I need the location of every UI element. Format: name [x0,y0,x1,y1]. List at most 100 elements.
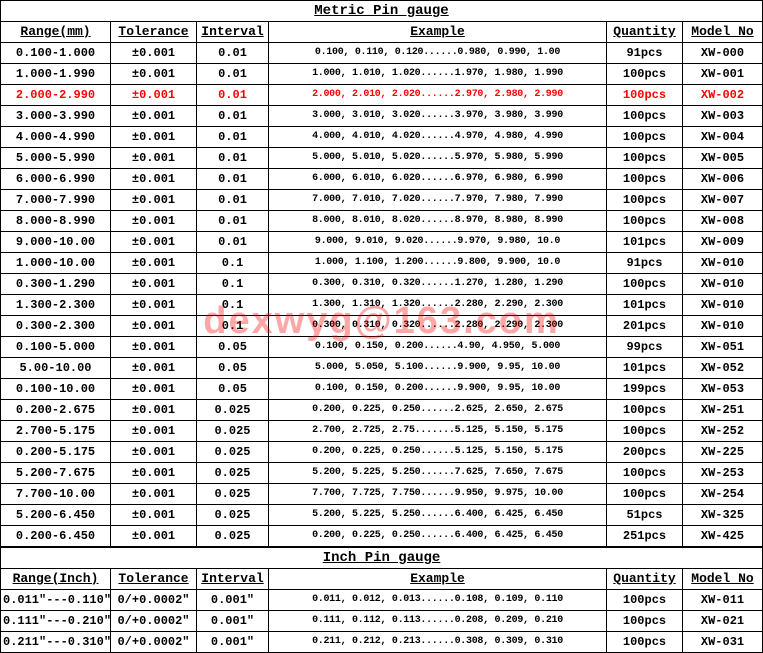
tolerance-cell: ±0.001 [111,190,197,211]
range-cell: 0.200-6.450 [1,526,111,547]
example-cell: 3.000, 3.010, 3.020......3.970, 3.980, 3… [269,106,607,127]
example-cell: 0.300, 0.310, 0.320......2.280, 2.290, 2… [269,316,607,337]
example-cell: 2.700, 2.725, 2.75.......5.125, 5.150, 5… [269,421,607,442]
quantity-cell: 51pcs [606,505,682,526]
tolerance-cell: ±0.001 [111,526,197,547]
example-cell: 0.211, 0.212, 0.213......0.308, 0.309, 0… [269,632,607,653]
col-quantity: Quantity [606,22,682,43]
model-cell: XW-010 [682,295,762,316]
tolerance-cell: ±0.001 [111,316,197,337]
model-cell: XW-052 [682,358,762,379]
model-cell: XW-425 [682,526,762,547]
table-row: 7.000-7.990±0.0010.017.000, 7.010, 7.020… [1,190,763,211]
example-cell: 2.000, 2.010, 2.020......2.970, 2.980, 2… [269,85,607,106]
tolerance-cell: ±0.001 [111,379,197,400]
quantity-cell: 101pcs [606,295,682,316]
model-cell: XW-002 [682,85,762,106]
model-cell: XW-010 [682,316,762,337]
quantity-cell: 199pcs [606,379,682,400]
table-row: 0.100-1.000±0.0010.010.100, 0.110, 0.120… [1,43,763,64]
example-cell: 7.000, 7.010, 7.020......7.970, 7.980, 7… [269,190,607,211]
table-row: 0.300-2.300±0.0010.10.300, 0.310, 0.320.… [1,316,763,337]
col-tolerance: Tolerance [111,569,197,590]
model-cell: XW-000 [682,43,762,64]
tolerance-cell: ±0.001 [111,505,197,526]
table-row: 1.000-10.00±0.0010.11.000, 1.100, 1.200.… [1,253,763,274]
tolerance-cell: ±0.001 [111,43,197,64]
example-cell: 8.000, 8.010, 8.020......8.970, 8.980, 8… [269,211,607,232]
table-row: 5.00-10.00±0.0010.055.000, 5.050, 5.100.… [1,358,763,379]
interval-cell: 0.01 [197,169,269,190]
quantity-cell: 101pcs [606,358,682,379]
tolerance-cell: ±0.001 [111,400,197,421]
model-cell: XW-004 [682,127,762,148]
example-cell: 5.000, 5.050, 5.100......9.900, 9.95, 10… [269,358,607,379]
col-interval: Interval [197,22,269,43]
interval-cell: 0.001" [197,632,269,653]
interval-cell: 0.01 [197,148,269,169]
table-row: 0.200-2.675±0.0010.0250.200, 0.225, 0.25… [1,400,763,421]
tolerance-cell: ±0.001 [111,232,197,253]
model-cell: XW-010 [682,274,762,295]
range-cell: 0.011"---0.110" [1,590,111,611]
model-cell: XW-001 [682,64,762,85]
model-cell: XW-225 [682,442,762,463]
table-row: 3.000-3.990±0.0010.013.000, 3.010, 3.020… [1,106,763,127]
table-row: 0.200-6.450±0.0010.0250.200, 0.225, 0.25… [1,526,763,547]
inch-title: Inch Pin gauge [1,548,763,569]
interval-cell: 0.05 [197,379,269,400]
quantity-cell: 91pcs [606,43,682,64]
model-cell: XW-021 [683,611,763,632]
tolerance-cell: 0/+0.0002" [111,590,197,611]
tolerance-cell: ±0.001 [111,274,197,295]
col-quantity: Quantity [607,569,683,590]
range-cell: 1.000-1.990 [1,64,111,85]
table-row: 1.000-1.990±0.0010.011.000, 1.010, 1.020… [1,64,763,85]
example-cell: 0.111, 0.112, 0.113......0.208, 0.209, 0… [269,611,607,632]
quantity-cell: 100pcs [606,64,682,85]
example-cell: 0.200, 0.225, 0.250......2.625, 2.650, 2… [269,400,607,421]
interval-cell: 0.025 [197,484,269,505]
table-row: 8.000-8.990±0.0010.018.000, 8.010, 8.020… [1,211,763,232]
quantity-cell: 100pcs [606,421,682,442]
example-cell: 1.000, 1.010, 1.020......1.970, 1.980, 1… [269,64,607,85]
col-example: Example [269,569,607,590]
range-cell: 2.700-5.175 [1,421,111,442]
quantity-cell: 100pcs [606,211,682,232]
range-cell: 8.000-8.990 [1,211,111,232]
quantity-cell: 201pcs [606,316,682,337]
model-cell: XW-251 [682,400,762,421]
table-row: 0.200-5.175±0.0010.0250.200, 0.225, 0.25… [1,442,763,463]
model-cell: XW-325 [682,505,762,526]
range-cell: 0.300-2.300 [1,316,111,337]
quantity-cell: 100pcs [607,611,683,632]
model-cell: XW-053 [682,379,762,400]
table-row: 5.200-7.675±0.0010.0255.200, 5.225, 5.25… [1,463,763,484]
range-cell: 4.000-4.990 [1,127,111,148]
example-cell: 5.200, 5.225, 5.250......7.625, 7.650, 7… [269,463,607,484]
inch-table: Inch Pin gauge Range(Inch) Tolerance Int… [0,547,763,653]
model-cell: XW-006 [682,169,762,190]
interval-cell: 0.01 [197,106,269,127]
range-cell: 0.200-2.675 [1,400,111,421]
interval-cell: 0.01 [197,127,269,148]
range-cell: 0.300-1.290 [1,274,111,295]
table-row: 0.011"---0.110"0/+0.0002"0.001"0.011, 0.… [1,590,763,611]
interval-cell: 0.025 [197,526,269,547]
table-row: 7.700-10.00±0.0010.0257.700, 7.725, 7.75… [1,484,763,505]
tolerance-cell: ±0.001 [111,484,197,505]
range-cell: 5.200-6.450 [1,505,111,526]
metric-title-row: Metric Pin gauge [1,1,763,22]
range-cell: 0.211"---0.310" [1,632,111,653]
col-model: Model No [683,569,763,590]
table-row: 6.000-6.990±0.0010.016.000, 6.010, 6.020… [1,169,763,190]
inch-header-row: Range(Inch) Tolerance Interval Example Q… [1,569,763,590]
quantity-cell: 100pcs [606,106,682,127]
interval-cell: 0.001" [197,611,269,632]
quantity-cell: 91pcs [606,253,682,274]
interval-cell: 0.001" [197,590,269,611]
col-interval: Interval [197,569,269,590]
example-cell: 7.700, 7.725, 7.750......9.950, 9.975, 1… [269,484,607,505]
tolerance-cell: ±0.001 [111,463,197,484]
model-cell: XW-253 [682,463,762,484]
